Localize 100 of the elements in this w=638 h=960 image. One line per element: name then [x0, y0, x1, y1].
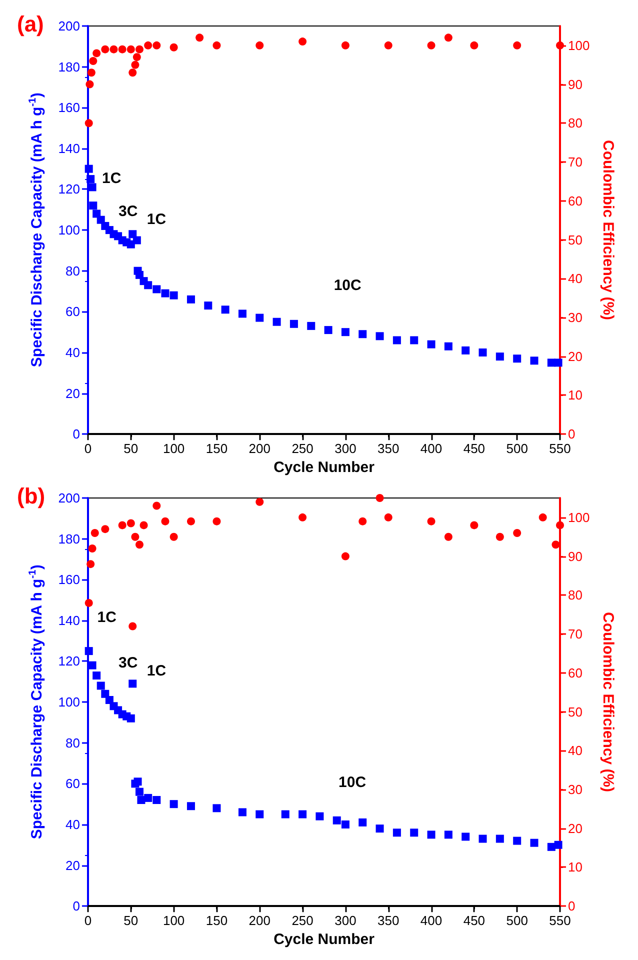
point: [86, 80, 94, 88]
point: [161, 517, 170, 526]
point: [87, 68, 96, 77]
x-tick-label: 450: [463, 441, 486, 456]
y-tick-label: 80: [66, 263, 80, 278]
point: [196, 34, 204, 42]
x-tick-label: 400: [420, 441, 442, 456]
point: [554, 840, 562, 849]
point: [92, 210, 101, 218]
y2-tick-label: 0: [568, 898, 576, 914]
point: [556, 521, 564, 530]
point: [118, 45, 126, 54]
point: [341, 820, 350, 828]
point: [84, 598, 93, 607]
x-tick-label: 550: [549, 441, 571, 456]
point: [427, 517, 436, 526]
x-axis-title: Cycle Number: [274, 459, 375, 476]
y2-tick-label: 40: [568, 743, 582, 758]
y-tick-label: 180: [58, 59, 80, 74]
x-tick-label: 550: [549, 913, 571, 928]
annotation: 1C: [146, 662, 166, 680]
point: [358, 818, 367, 826]
x-tick-label: 0: [84, 441, 92, 456]
x-tick-label: 500: [506, 441, 528, 456]
y2-tick-label: 90: [568, 76, 582, 92]
point: [462, 832, 470, 841]
x-tick-label: 150: [206, 441, 228, 456]
y-tick-label: 60: [66, 776, 80, 792]
point: [427, 41, 436, 50]
point: [144, 281, 152, 290]
y2-tick-label: 100: [568, 38, 590, 53]
point: [358, 330, 367, 338]
point: [140, 521, 148, 530]
point: [144, 41, 152, 50]
x-tick-label: 100: [162, 913, 185, 928]
point: [186, 517, 195, 526]
point: [427, 340, 436, 348]
point: [341, 41, 350, 50]
annotation: 1C: [97, 608, 117, 626]
y-axis-title: Specific Discharge Capacity (mA h g-1): [28, 564, 46, 840]
point: [88, 544, 96, 553]
point: [341, 552, 350, 560]
point: [128, 622, 137, 630]
y-tick-label: 0: [72, 426, 80, 442]
y2-tick-label: 30: [568, 782, 582, 797]
y2-tick-label: 80: [568, 116, 582, 131]
point: [144, 794, 152, 802]
point: [496, 532, 504, 541]
x-tick-label: 350: [378, 441, 400, 456]
x-tick-label: 0: [84, 913, 92, 928]
point: [84, 164, 93, 173]
point: [126, 519, 135, 528]
y2-tick-label: 30: [568, 310, 582, 325]
annotation: 10C: [334, 277, 362, 294]
point: [101, 525, 110, 534]
point: [496, 352, 504, 361]
x-tick-label: 400: [420, 913, 442, 928]
point: [530, 356, 538, 365]
point: [88, 661, 96, 670]
y2-tick-label: 10: [568, 388, 582, 403]
x-tick-label: 500: [506, 913, 528, 928]
point: [444, 532, 452, 541]
point: [256, 41, 264, 50]
point: [126, 45, 135, 54]
point: [358, 517, 367, 526]
point: [281, 810, 290, 818]
point: [161, 289, 170, 298]
point: [86, 175, 95, 184]
x-tick-label: 200: [248, 913, 270, 928]
point: [256, 314, 264, 322]
x-tick-label: 450: [463, 913, 486, 928]
point: [256, 498, 264, 506]
point: [89, 56, 98, 65]
point: [554, 358, 562, 367]
y2-tick-label: 50: [568, 232, 582, 248]
point: [384, 513, 392, 522]
x-tick-label: 350: [378, 913, 400, 928]
point: [212, 804, 221, 812]
annotation: 1C: [146, 211, 166, 228]
point: [513, 836, 522, 845]
point: [470, 521, 478, 530]
point: [128, 230, 137, 238]
point: [170, 291, 178, 300]
x-axis-title: Cycle Number: [274, 931, 375, 948]
point: [89, 202, 98, 210]
y-tick-label: 40: [66, 816, 80, 832]
annotation: 3C: [118, 654, 138, 672]
y-tick-label: 120: [58, 654, 80, 669]
annotation: 3C: [118, 202, 138, 220]
point: [316, 812, 324, 820]
point: [126, 714, 135, 722]
point: [92, 49, 101, 58]
y2-tick-label: 60: [568, 193, 582, 208]
point: [496, 834, 504, 843]
point: [152, 502, 161, 510]
point: [84, 647, 93, 656]
y2-axis-title: Coulombic Efficiency (%): [600, 140, 617, 320]
point: [392, 336, 401, 344]
point: [136, 45, 144, 54]
x-tick-label: 250: [292, 913, 314, 928]
